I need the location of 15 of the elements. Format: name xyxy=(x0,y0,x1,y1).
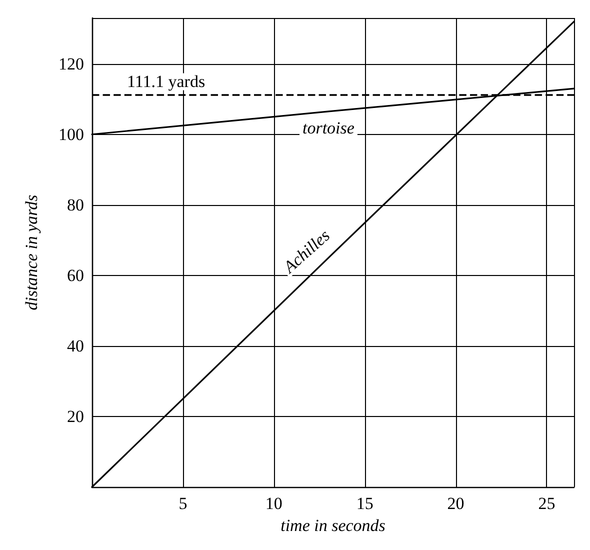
ref-line-label: 111.1 yards xyxy=(127,72,206,92)
x-axis-title: time in seconds xyxy=(280,516,386,535)
x-tick-label: 15 xyxy=(356,494,374,513)
y-tick-label: 20 xyxy=(67,406,84,426)
x-tick-label: 5 xyxy=(178,494,188,513)
y-tick-label: 100 xyxy=(58,124,84,144)
y-tick-label: 120 xyxy=(58,54,84,74)
y-tick-label: 80 xyxy=(67,195,84,214)
y-tick-label: 40 xyxy=(67,336,84,356)
x-tick-label: 10 xyxy=(265,494,282,513)
x-tick-label: 20 xyxy=(447,494,464,513)
y-axis-title: distance in yards xyxy=(22,194,41,310)
x-tick-label: 25 xyxy=(538,494,556,513)
series-label: tortoise xyxy=(302,118,355,138)
y-tick-label: 60 xyxy=(67,266,84,285)
